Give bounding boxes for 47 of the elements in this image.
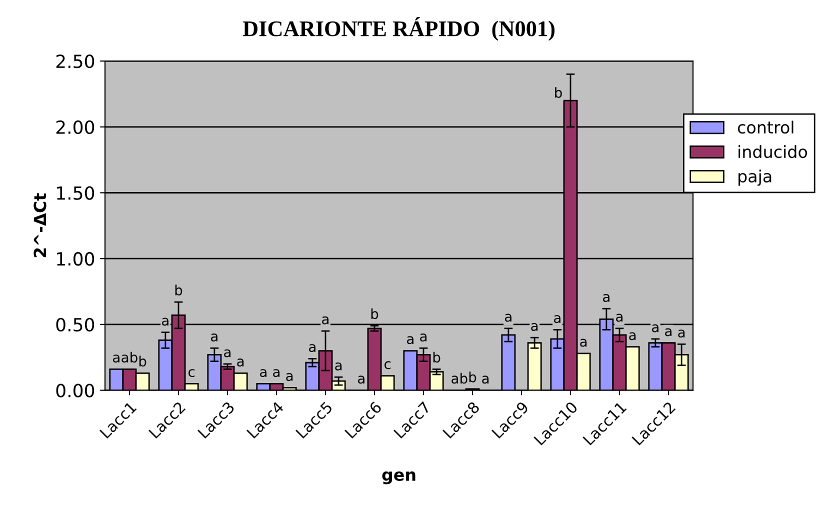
data-label: b [371,308,378,320]
data-label: a [237,358,244,367]
data-label: b [469,372,476,382]
text: ab [452,372,468,384]
data-label: a [309,344,316,352]
data-label: a [335,362,342,370]
data-label: a [224,349,230,358]
text: a [482,376,489,384]
data-label: a [554,315,560,324]
data-label: a [260,369,266,378]
data-label: a [531,322,538,331]
data-label: a [286,373,293,382]
y-axis-title: 2^-ΔCt [34,193,46,258]
data-label: c [188,369,195,378]
legend-label: control [738,120,794,134]
legend-label: inducido [738,145,808,158]
data-label: a [678,330,685,338]
data-label: a [652,324,658,332]
data-label: a [665,328,672,336]
data-label: c [384,361,391,370]
y-tick-label: 2.50 [56,54,94,68]
y-tick-label: 2.00 [56,120,94,134]
data-label: b [555,87,562,98]
data-label: b [433,352,440,363]
data-label: a [211,334,218,342]
text: a [358,376,364,384]
y-tick-label: 1.50 [57,186,94,200]
data-label: b [139,356,146,367]
data-label: a [113,354,120,363]
y-tick-label: 0.00 [56,384,94,398]
data-label: b [175,284,182,296]
x-axis-title: gen [382,471,416,484]
y-tick-label: 1.00 [57,252,94,266]
data-label: ab [122,352,138,363]
data-label: a [505,314,512,322]
data-label: a [407,336,414,344]
data-label: a [162,318,168,326]
data-label: a [616,314,622,322]
data-label: a [322,316,328,324]
y-tick-label: 0.50 [56,318,94,332]
data-label: a [603,294,610,302]
legend-label: paja [738,170,772,186]
data-label: a [273,369,280,378]
data-label: a [629,332,636,340]
data-label: a [580,338,587,347]
chart-title: DICARIONTE RÁPIDO (N001) [242,17,555,41]
data-label: a [420,334,426,342]
